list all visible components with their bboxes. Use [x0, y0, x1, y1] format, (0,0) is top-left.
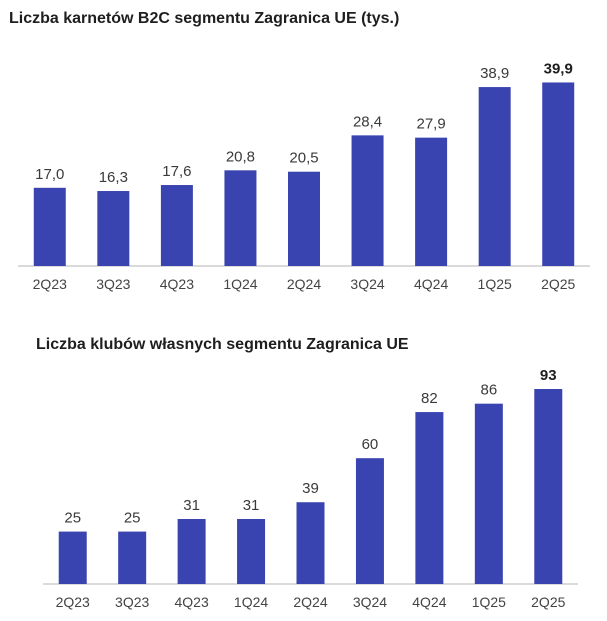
tick-label-kluby-2Q23: 2Q23	[56, 594, 90, 610]
bar-karnety-4Q24	[415, 137, 448, 266]
data-label-kluby-4Q24: 82	[421, 390, 438, 407]
tick-label-kluby-1Q24: 1Q24	[234, 594, 268, 610]
bar-kluby-1Q25	[474, 403, 503, 584]
tick-label-karnety-3Q23: 3Q23	[96, 276, 130, 292]
chart-title-karnety: Liczba karnetów B2C segmentu Zagranica U…	[9, 10, 400, 27]
tick-label-karnety-4Q24: 4Q24	[414, 276, 448, 292]
tick-label-karnety-2Q23: 2Q23	[33, 276, 67, 292]
tick-label-kluby-3Q23: 3Q23	[115, 594, 149, 610]
bar-karnety-1Q25	[478, 87, 511, 266]
data-label-kluby-3Q23: 25	[124, 510, 141, 527]
data-label-karnety-4Q24: 27,9	[417, 116, 446, 133]
data-label-kluby-1Q24: 31	[243, 497, 260, 514]
data-label-kluby-3Q24: 60	[362, 436, 379, 453]
bar-kluby-4Q23	[177, 519, 206, 584]
bar-karnety-4Q23	[160, 185, 193, 266]
tick-label-karnety-1Q24: 1Q24	[223, 276, 257, 292]
bar-kluby-1Q24	[237, 519, 266, 584]
tick-label-karnety-2Q25: 2Q25	[541, 276, 575, 292]
data-label-kluby-1Q25: 86	[480, 382, 497, 399]
chart-title-kluby: Liczba klubów własnych segmentu Zagranic…	[36, 336, 409, 353]
bar-karnety-2Q23	[33, 187, 66, 266]
bar-karnety-3Q24	[351, 135, 384, 266]
bar-kluby-3Q24	[355, 458, 384, 584]
data-label-kluby-2Q25: 93	[540, 367, 557, 384]
bar-kluby-2Q25	[534, 389, 563, 584]
data-label-karnety-2Q23: 17,0	[35, 166, 64, 183]
bar-kluby-2Q24	[296, 502, 325, 584]
bar-karnety-3Q23	[97, 191, 130, 266]
tick-label-kluby-3Q24: 3Q24	[353, 594, 387, 610]
tick-label-karnety-3Q24: 3Q24	[350, 276, 384, 292]
tick-label-karnety-4Q23: 4Q23	[160, 276, 194, 292]
tick-label-kluby-2Q24: 2Q24	[293, 594, 327, 610]
data-label-karnety-2Q24: 20,5	[289, 150, 318, 167]
data-label-kluby-2Q23: 25	[64, 510, 81, 527]
bar-karnety-2Q24	[288, 171, 320, 266]
tick-label-kluby-4Q23: 4Q23	[174, 594, 208, 610]
bar-kluby-3Q23	[118, 531, 147, 584]
data-label-karnety-3Q23: 16,3	[99, 169, 128, 186]
bar-karnety-1Q24	[224, 170, 257, 266]
data-label-karnety-4Q23: 17,6	[162, 163, 191, 180]
data-label-karnety-2Q25: 39,9	[544, 60, 573, 77]
data-label-kluby-2Q24: 39	[302, 480, 319, 497]
data-label-karnety-1Q25: 38,9	[480, 65, 509, 82]
data-label-kluby-4Q23: 31	[183, 497, 200, 514]
tick-label-kluby-4Q24: 4Q24	[412, 594, 446, 610]
data-label-karnety-3Q24: 28,4	[353, 113, 382, 130]
data-label-karnety-1Q24: 20,8	[226, 148, 255, 165]
bar-kluby-2Q23	[58, 531, 87, 584]
tick-label-karnety-2Q24: 2Q24	[287, 276, 321, 292]
tick-label-kluby-2Q25: 2Q25	[531, 594, 565, 610]
tick-label-kluby-1Q25: 1Q25	[472, 594, 506, 610]
tick-label-karnety-1Q25: 1Q25	[478, 276, 512, 292]
bar-karnety-2Q25	[542, 82, 575, 267]
bar-kluby-4Q24	[415, 412, 444, 584]
